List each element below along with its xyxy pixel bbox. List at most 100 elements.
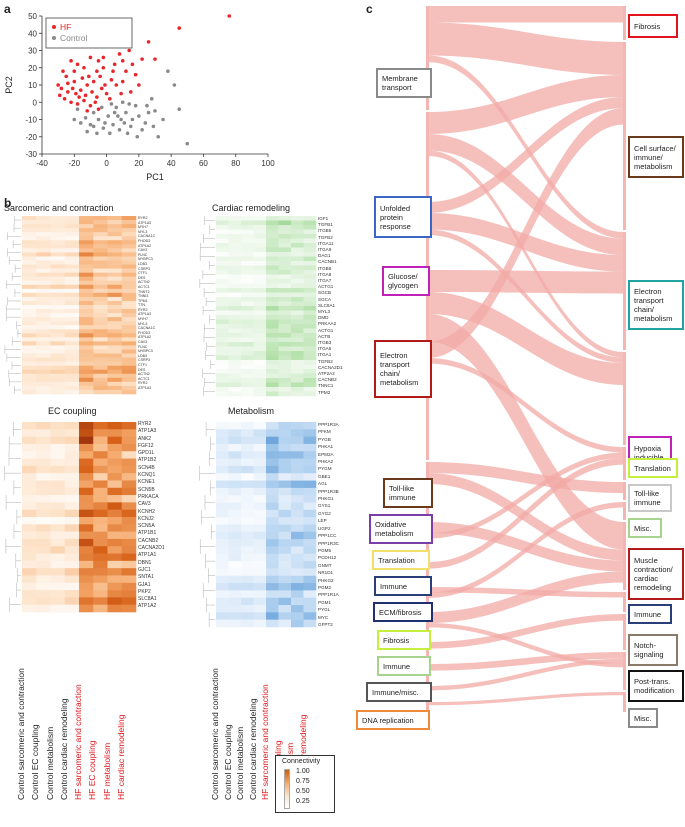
heatmap-cell xyxy=(228,531,242,540)
heatmap-cell xyxy=(253,531,267,540)
gene-label: MYL3 xyxy=(318,309,331,315)
heatmap-cell xyxy=(107,365,123,371)
heatmap-cell xyxy=(107,357,123,362)
heatmap-cell xyxy=(50,240,66,245)
gene-label: DBN1 xyxy=(138,559,152,566)
heatmap-cell xyxy=(121,296,137,302)
scatter-point-hf xyxy=(108,97,112,101)
heatmap-cell xyxy=(121,244,137,249)
heatmap-cell xyxy=(253,458,267,467)
heatmap-cell xyxy=(64,345,80,350)
heatmap-cell xyxy=(291,261,304,266)
sankey-right-node: Electron transport chain/ metabolism xyxy=(628,280,684,330)
heatmap-cell xyxy=(228,619,242,628)
heatmap-cell xyxy=(107,349,123,354)
heatmap-cell xyxy=(266,283,279,289)
scatter-point-hf xyxy=(177,26,182,30)
heatmap-cell xyxy=(64,531,80,540)
y-tick-label: -20 xyxy=(25,133,37,142)
heatmap-cell xyxy=(36,276,51,282)
heatmap-cell xyxy=(36,422,51,430)
scatter-point-control xyxy=(137,114,141,118)
heatmap-cell xyxy=(266,378,279,383)
heatmap-cell xyxy=(291,458,304,467)
gene-label: SLC8A1 xyxy=(138,596,157,603)
sankey-flow xyxy=(428,22,624,75)
gene-label: ITGA11 xyxy=(318,240,334,246)
heatmap-cell xyxy=(93,296,108,302)
gene-label: KCNH2 xyxy=(138,508,155,515)
gene-label: ACTC1 xyxy=(138,284,150,289)
heatmap-cell xyxy=(241,234,254,239)
gene-label: ITGA1 xyxy=(318,352,332,358)
heatmap-cell xyxy=(291,590,304,599)
heatmap-cell xyxy=(64,300,80,306)
heatmap-cell xyxy=(228,261,242,266)
heatmap-cell xyxy=(241,465,254,474)
heatmap-cell xyxy=(64,377,80,383)
heatmap-column-label: HF metabolism xyxy=(101,742,112,800)
heatmap-cell xyxy=(278,324,292,329)
heatmap-cell xyxy=(228,355,242,361)
heatmap-cell xyxy=(36,458,51,467)
heatmap-cell xyxy=(303,619,317,628)
heatmap-cell xyxy=(303,288,317,293)
heatmap-cell xyxy=(303,422,317,430)
gene-label: TGFB2 xyxy=(318,234,333,240)
heatmap-cell xyxy=(303,480,317,489)
heatmap-cell xyxy=(291,495,304,503)
heatmap-cell xyxy=(79,280,94,286)
heatmap-cell xyxy=(253,364,267,370)
gene-label: PPP1R3C xyxy=(318,540,339,546)
heatmap-cell xyxy=(107,325,123,330)
heatmap-cell xyxy=(50,436,66,445)
heatmap-cell xyxy=(228,612,242,620)
heatmap-cell xyxy=(253,575,267,584)
heatmap-cell xyxy=(22,465,37,474)
heatmap-cell xyxy=(228,458,242,467)
heatmap-cell xyxy=(121,458,137,467)
heatmap-cell xyxy=(216,524,229,533)
heatmap-cell xyxy=(216,495,229,503)
gene-label: GJA1 xyxy=(138,581,151,588)
heatmap-cell xyxy=(79,228,94,233)
heatmap-cell xyxy=(79,590,94,598)
heatmap-cell xyxy=(121,288,137,294)
heatmap-cell xyxy=(93,385,108,391)
heatmap-cell xyxy=(216,546,229,555)
heatmap-cell xyxy=(303,575,317,584)
heatmap-cell xyxy=(64,385,80,391)
sankey-right-bar xyxy=(623,447,626,480)
heatmap-cell xyxy=(291,429,304,437)
heatmap-cell xyxy=(278,590,292,599)
heatmap-cell xyxy=(278,524,292,533)
heatmap-cell xyxy=(36,317,51,322)
heatmap-cell xyxy=(107,228,123,233)
gene-label: GYG2 xyxy=(318,510,331,516)
heatmap-cell xyxy=(93,309,108,314)
heatmap-cell xyxy=(266,443,279,452)
heatmap-cell xyxy=(50,248,66,253)
heatmap-cell xyxy=(79,296,94,302)
heatmap-cell xyxy=(50,502,66,510)
heatmap-cell xyxy=(64,341,80,346)
heatmap-cell xyxy=(291,509,304,518)
heatmap-cell xyxy=(278,509,292,518)
heatmap-cell xyxy=(79,361,94,366)
heatmap-cell xyxy=(64,268,80,273)
scatter-point-hf xyxy=(120,59,125,63)
heatmap-cell xyxy=(228,524,242,533)
heatmap-cell xyxy=(22,538,37,547)
heatmap-cell xyxy=(291,247,304,253)
scatter-point-hf xyxy=(137,83,141,87)
heatmap-cell xyxy=(303,487,317,496)
heatmap-cell xyxy=(303,328,317,334)
heatmap-cell xyxy=(93,288,108,294)
heatmap-cell xyxy=(241,288,254,293)
heatmap-cell xyxy=(241,546,254,555)
scatter-point-control xyxy=(124,110,128,115)
heatmap-cell xyxy=(93,487,108,496)
gene-label: PGM1 xyxy=(318,599,332,605)
heatmap-cell xyxy=(50,220,66,225)
heatmap-cell xyxy=(93,284,108,290)
